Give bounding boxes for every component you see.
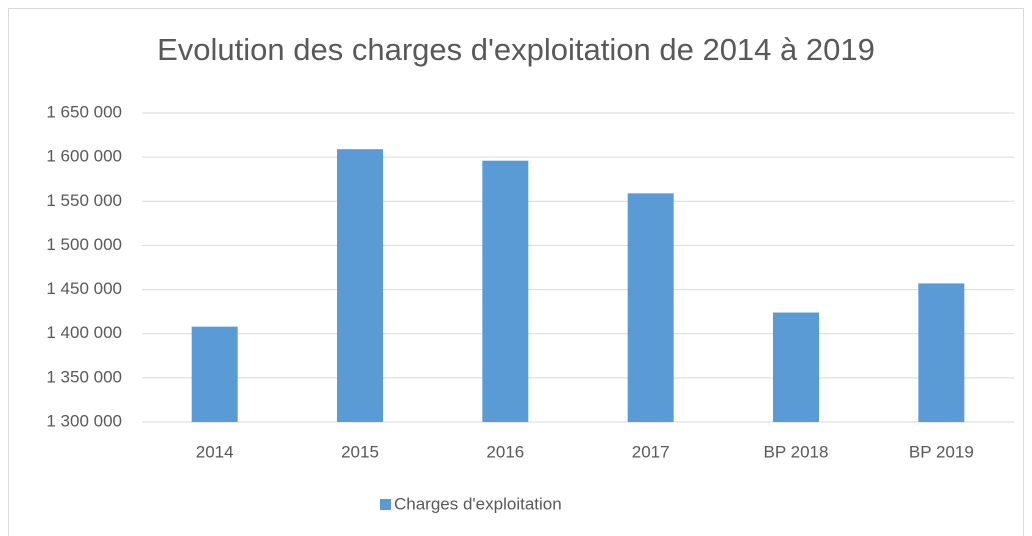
bar [627,193,674,422]
x-tick-label: 2015 [341,442,379,461]
bar [773,312,819,422]
legend-label: Charges d'exploitation [394,494,562,513]
y-tick-label: 1 350 000 [46,367,122,386]
x-tick-label: BP 2018 [764,442,829,461]
x-tick-label: 2014 [196,442,234,461]
x-tick-label: BP 2019 [909,442,974,461]
y-tick-label: 1 500 000 [46,235,122,254]
y-tick-label: 1 600 000 [46,147,122,166]
x-tick-label: 2017 [632,442,670,461]
chart-title: Evolution des charges d'exploitation de … [157,32,875,67]
x-tick-label: 2016 [486,442,524,461]
y-tick-label: 1 300 000 [46,411,122,430]
y-tick-label: 1 400 000 [46,323,122,342]
bar [337,149,383,422]
y-tick-label: 1 450 000 [46,279,122,298]
bar [191,326,238,422]
bar [918,283,965,422]
legend-swatch [380,499,391,510]
bar [482,160,529,422]
y-tick-label: 1 650 000 [46,102,122,121]
y-tick-label: 1 550 000 [46,191,122,210]
